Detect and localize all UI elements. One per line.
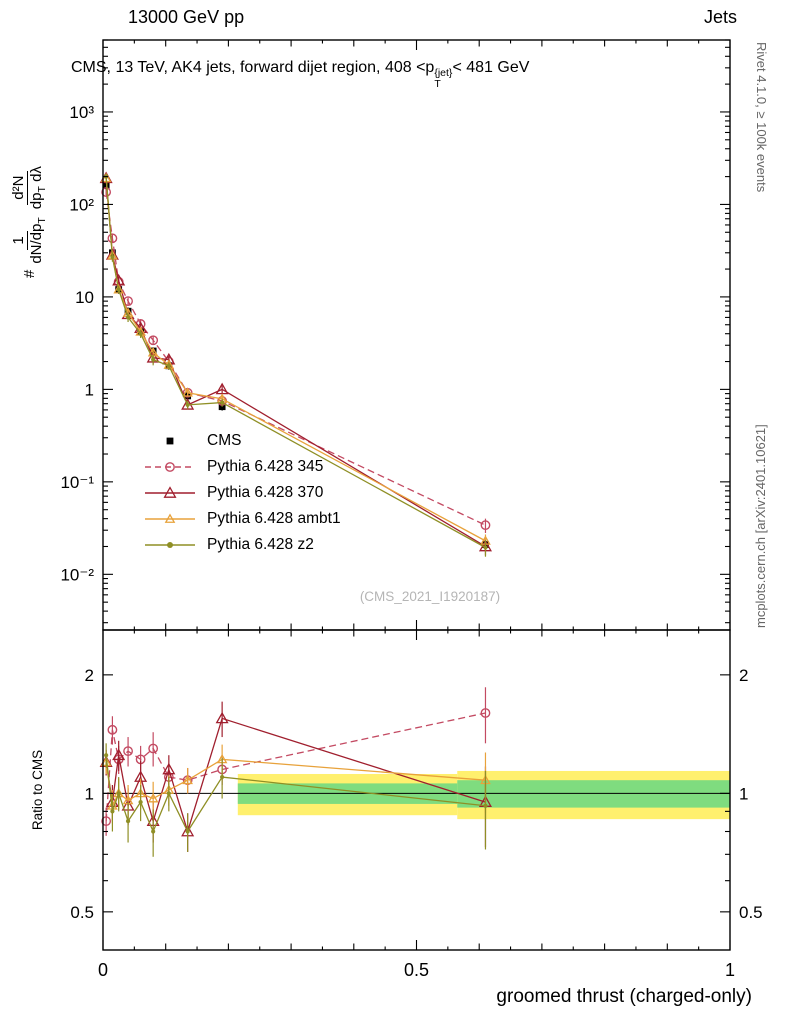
- svg-text:0.5: 0.5: [739, 903, 763, 922]
- ratio-y-axis-label: Ratio to CMS: [30, 749, 45, 831]
- svg-text:1: 1: [85, 380, 94, 399]
- legend-label: Pythia 6.428 ambt1: [207, 510, 341, 527]
- plot-title: CMS, 13 TeV, AK4 jets, forward dijet reg…: [71, 59, 530, 90]
- svg-text:1: 1: [739, 784, 748, 803]
- beam-energy-label: 13000 GeV pp: [128, 7, 245, 27]
- legend-item-pythia-370: Pythia 6.428 370: [142, 480, 341, 506]
- axis-ticks: [102, 39, 731, 950]
- legend-label: CMS: [207, 432, 242, 449]
- svg-text:10²: 10²: [69, 195, 94, 214]
- series-main-z2: [104, 173, 488, 557]
- ylabel-fraction-1: 1 dN/dpT: [10, 217, 49, 264]
- legend-item-cms: CMS: [142, 428, 341, 454]
- legend-label: Pythia 6.428 370: [207, 484, 324, 501]
- panel-frames: [102, 39, 731, 951]
- legend-item-pythia-345: Pythia 6.428 345: [142, 454, 341, 480]
- pythia-z2-marker-icon: [145, 542, 195, 548]
- pythia-ambt1-marker-icon: [145, 513, 195, 523]
- ylabel-fraction-2: d²N dpT dλ: [10, 166, 49, 210]
- svg-text:10: 10: [75, 288, 94, 307]
- svg-text:10⁻¹: 10⁻¹: [60, 473, 94, 492]
- svg-text:2: 2: [739, 666, 748, 685]
- analysis-id-watermark: (CMS_2021_I1920187): [359, 589, 501, 604]
- legend: CMS Pythia 6.428 345 Pythia 6.428 370 Py…: [142, 428, 341, 558]
- mcplots-credit: mcplots.cern.ch [arXiv:2401.10621]: [753, 424, 768, 628]
- cms-marker-icon: [166, 437, 174, 445]
- main-y-axis-label: # 1 dN/dpT d²N dpT dλ: [10, 164, 48, 278]
- svg-text:2: 2: [85, 666, 94, 685]
- pythia-345-marker-icon: [145, 462, 195, 472]
- legend-item-pythia-z2: Pythia 6.428 z2: [142, 532, 341, 558]
- svg-text:1: 1: [725, 960, 735, 980]
- legend-label: Pythia 6.428 z2: [207, 536, 314, 553]
- svg-text:0: 0: [98, 960, 108, 980]
- legend-item-pythia-ambt1: Pythia 6.428 ambt1: [142, 506, 341, 532]
- tick-labels: 10⁻² 10⁻¹ 1 10 10² 10³ 0.5 0.5 1 1 2 2 0 0.5 1: [60, 103, 762, 980]
- legend-label: Pythia 6.428 345: [207, 458, 324, 475]
- x-axis-label: groomed thrust (charged-only): [496, 986, 752, 1007]
- analysis-type-label: Jets: [703, 7, 737, 27]
- pythia-370-marker-icon: [145, 486, 195, 498]
- ylabel-prefix: #: [20, 269, 38, 278]
- svg-text:0.5: 0.5: [70, 903, 94, 922]
- svg-text:10³: 10³: [69, 103, 94, 122]
- svg-text:0.5: 0.5: [404, 960, 429, 980]
- plot-title-text: CMS, 13 TeV, AK4 jets, forward dijet reg…: [71, 59, 435, 76]
- uncertainty-bands: [103, 770, 730, 820]
- series-ratio-z2: [104, 743, 488, 857]
- pt-supsub: {jet} T: [434, 67, 453, 90]
- svg-text:10⁻²: 10⁻²: [60, 565, 94, 584]
- rivet-version-credit: Rivet 4.1.0, ≥ 100k events: [754, 42, 769, 193]
- svg-text:1: 1: [85, 784, 94, 803]
